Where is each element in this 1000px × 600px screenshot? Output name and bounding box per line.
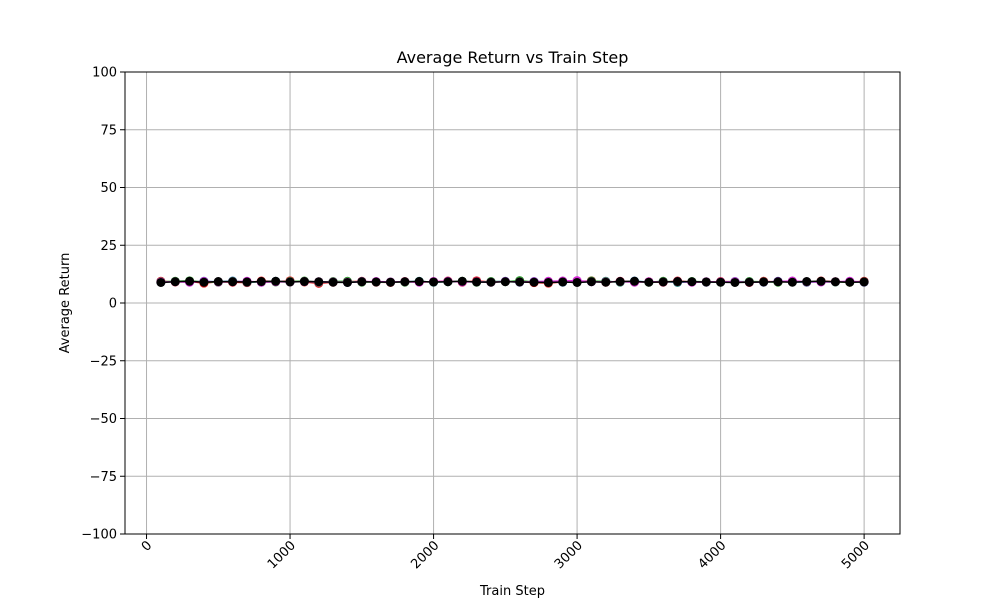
y-tick-label: 0 xyxy=(109,297,117,312)
data-point xyxy=(773,277,783,287)
data-point xyxy=(256,277,266,287)
data-point xyxy=(658,277,668,287)
data-point xyxy=(443,277,453,287)
data-point xyxy=(601,277,611,287)
data-point xyxy=(629,276,639,286)
data-point xyxy=(644,277,654,287)
data-point xyxy=(328,277,338,287)
data-point xyxy=(386,277,396,287)
data-point xyxy=(859,277,869,287)
data-point xyxy=(500,277,510,287)
data-point xyxy=(486,277,496,287)
x-axis-label: Train Step xyxy=(479,584,545,599)
y-axis: −100 −75 −50 −25 0 25 50 75 100 xyxy=(81,66,125,543)
y-tick-label: 100 xyxy=(92,66,117,81)
data-point xyxy=(185,276,195,286)
data-point xyxy=(285,277,295,287)
y-tick-label: −25 xyxy=(90,354,117,369)
series-5 xyxy=(156,276,869,287)
data-point xyxy=(572,277,582,287)
data-point xyxy=(586,277,596,287)
y-tick-label: 75 xyxy=(100,123,117,138)
chart-title: Average Return vs Train Step xyxy=(397,48,629,67)
data-point xyxy=(371,277,381,287)
data-point xyxy=(830,277,840,287)
y-tick-label: −100 xyxy=(81,528,117,543)
data-point xyxy=(515,277,525,287)
data-point xyxy=(242,277,252,287)
data-point xyxy=(342,277,352,287)
data-point xyxy=(457,276,467,286)
data-point xyxy=(845,277,855,287)
data-point xyxy=(687,277,697,287)
data-point xyxy=(802,277,812,287)
data-point xyxy=(314,277,324,287)
data-point xyxy=(716,277,726,287)
data-point xyxy=(673,277,683,287)
data-point xyxy=(400,277,410,287)
data-point xyxy=(199,277,209,287)
data-point xyxy=(357,277,367,287)
data-point xyxy=(759,277,769,287)
data-point xyxy=(170,277,180,287)
data-point xyxy=(299,277,309,287)
data-point xyxy=(429,277,439,287)
data-point xyxy=(816,276,826,286)
y-tick-label: −75 xyxy=(90,470,117,485)
data-point xyxy=(787,277,797,287)
data-point xyxy=(744,277,754,287)
data-point xyxy=(701,277,711,287)
data-point xyxy=(730,277,740,287)
series-layer xyxy=(156,276,869,288)
data-point xyxy=(271,276,281,286)
grid xyxy=(125,71,900,535)
data-point xyxy=(228,277,238,287)
data-point xyxy=(529,277,539,287)
data-point xyxy=(213,277,223,287)
y-tick-label: 50 xyxy=(100,181,117,196)
data-point xyxy=(414,277,424,287)
data-point xyxy=(156,277,166,287)
data-point xyxy=(615,277,625,287)
y-tick-label: 25 xyxy=(100,239,117,254)
y-tick-label: −50 xyxy=(90,412,117,427)
data-point xyxy=(543,277,553,287)
data-point xyxy=(558,277,568,287)
y-axis-label: Average Return xyxy=(58,253,73,354)
data-point xyxy=(472,277,482,287)
